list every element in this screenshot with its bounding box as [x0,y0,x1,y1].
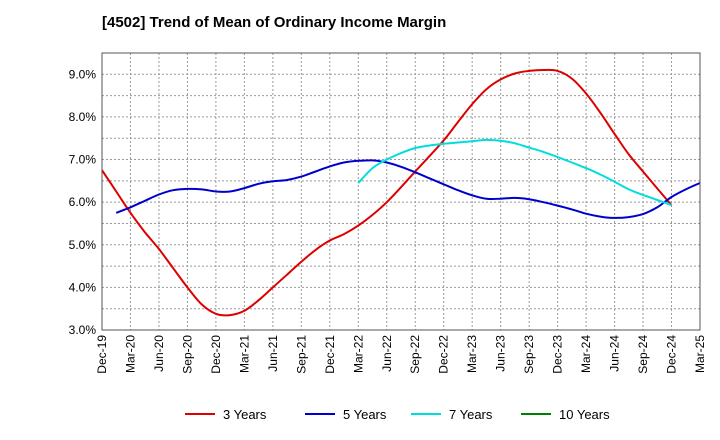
x-tick-label: Dec-21 [323,335,337,374]
x-tick-label: Jun-21 [266,335,280,372]
legend-item: 10 Years [521,407,610,422]
x-tick-label: Dec-20 [209,335,223,374]
legend-item: 5 Years [305,407,387,422]
legend-label: 3 Years [223,407,267,422]
series-line-5-years [115,159,701,219]
x-tick-label: Mar-21 [237,335,251,373]
x-tick-label: Sep-24 [636,335,650,374]
y-tick-label: 5.0% [69,238,97,252]
x-tick-label: Mar-23 [465,335,479,373]
x-tick-label: Jun-24 [608,335,622,372]
plot-background [102,53,700,330]
series-line-3-years [101,68,673,317]
x-tick-label: Sep-22 [408,335,422,374]
x-tick-label: Mar-22 [351,335,365,373]
y-tick-label: 8.0% [69,110,97,124]
y-tick-label: 3.0% [69,323,97,337]
y-tick-label: 7.0% [69,153,97,167]
series-lines [101,68,701,317]
x-tick-label: Sep-23 [522,335,536,374]
y-tick-label: 4.0% [69,280,97,294]
x-tick-label: Dec-22 [437,335,451,374]
y-tick-label: 9.0% [69,67,97,81]
x-tick-label: Sep-20 [180,335,194,374]
chart-title: [4502] Trend of Mean of Ordinary Income … [102,14,447,31]
legend-label: 10 Years [559,407,610,422]
x-tick-label: Mar-24 [579,335,593,373]
x-tick-label: Jun-22 [380,335,394,372]
plot-border [101,52,701,331]
legend-label: 5 Years [343,407,387,422]
y-axis: 3.0% 4.0% 5.0% 6.0% 7.0% 8.0% 9.0% [69,67,97,337]
legend-label: 7 Years [449,407,493,422]
legend: 3 Years 5 Years 7 Years 10 Years [185,407,610,422]
x-tick-label: Mar-25 [693,335,707,373]
x-tick-label: Dec-19 [95,335,109,374]
x-tick-label: Dec-24 [665,335,679,374]
x-tick-label: Jun-20 [152,335,166,372]
plot-area [102,53,700,330]
legend-item: 7 Years [411,407,493,422]
plot-frame [101,52,701,331]
x-tick-label: Dec-23 [551,335,565,374]
x-tick-label: Jun-23 [494,335,508,372]
legend-item: 3 Years [185,407,267,422]
x-tick-label: Sep-21 [294,335,308,374]
series-line-7-years [357,138,672,207]
x-tick-label: Mar-20 [123,335,137,373]
y-tick-label: 6.0% [69,195,97,209]
x-axis: Dec-19 Mar-20 Jun-20 Sep-20 Dec-20 Mar-21 Jun-… [95,335,707,374]
